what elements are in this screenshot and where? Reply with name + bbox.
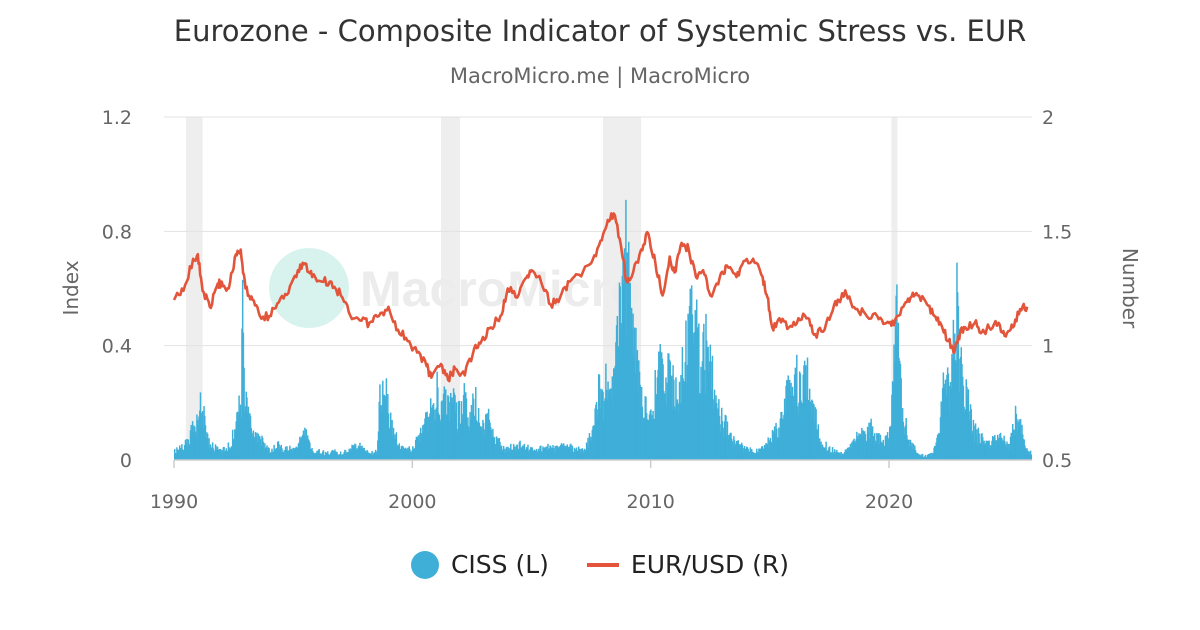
y-left-tick-label: 0.8 xyxy=(102,221,132,243)
watermark-text: MacroMicro xyxy=(360,261,641,317)
legend-item-eurusd[interactable]: EUR/USD (R) xyxy=(586,550,790,579)
legend-ciss-marker-icon xyxy=(410,550,439,579)
watermark: MacroMicro xyxy=(269,248,641,328)
recession-band xyxy=(185,117,203,460)
ciss-bar xyxy=(825,441,827,460)
y-axis-right-label: Number xyxy=(1118,248,1142,329)
x-tick-label: 1990 xyxy=(150,491,198,513)
ciss-bar xyxy=(625,199,627,460)
y-left-tick-label: 0 xyxy=(120,450,132,472)
recession-band xyxy=(891,117,898,460)
y-left-tick-label: 1.2 xyxy=(102,107,132,129)
ciss-bar xyxy=(831,447,834,460)
x-tick-label: 2020 xyxy=(865,491,913,513)
ciss-bar xyxy=(711,355,714,460)
axes: 0 0.4 0.8 1.2 0.5 1 1.5 2 1990 2000 2010 2020 xyxy=(102,107,1072,513)
ciss-bar xyxy=(455,402,458,460)
ciss-bar xyxy=(1030,454,1033,460)
ciss-bar xyxy=(371,450,373,460)
y-right-tick-label: 1.5 xyxy=(1042,221,1072,243)
ciss-bars xyxy=(174,199,1033,460)
chart-canvas: MacroMicro 0 0.4 0.8 1.2 0.5 1 1.5 2 1990 2000 201… xyxy=(59,107,1142,513)
x-tick-label: 2010 xyxy=(626,491,674,513)
ciss-bar xyxy=(976,429,978,460)
legend-eurusd-marker-icon xyxy=(586,562,619,567)
chart-subtitle: MacroMicro.me | MacroMicro xyxy=(449,64,751,88)
watermark-logo-icon xyxy=(269,248,349,328)
ciss-bar xyxy=(900,378,902,460)
y-right-tick-label: 0.5 xyxy=(1042,450,1072,472)
legend-eurusd-label: EUR/USD (R) xyxy=(630,550,790,579)
y-right-tick-label: 1 xyxy=(1042,336,1054,358)
x-tick-label: 2000 xyxy=(388,491,436,513)
legend: CISS (L) EUR/USD (R) xyxy=(0,550,1200,579)
chart-title: Eurozone - Composite Indicator of System… xyxy=(173,14,1027,48)
eurusd-line xyxy=(172,212,1029,383)
legend-item-ciss[interactable]: CISS (L) xyxy=(410,550,549,579)
legend-ciss-label: CISS (L) xyxy=(450,550,549,579)
y-axis-left-label: Index xyxy=(59,260,83,315)
ciss-bar xyxy=(698,323,700,460)
y-right-tick-label: 2 xyxy=(1042,107,1054,129)
y-left-tick-label: 0.4 xyxy=(102,336,132,358)
gridlines xyxy=(164,116,1032,347)
